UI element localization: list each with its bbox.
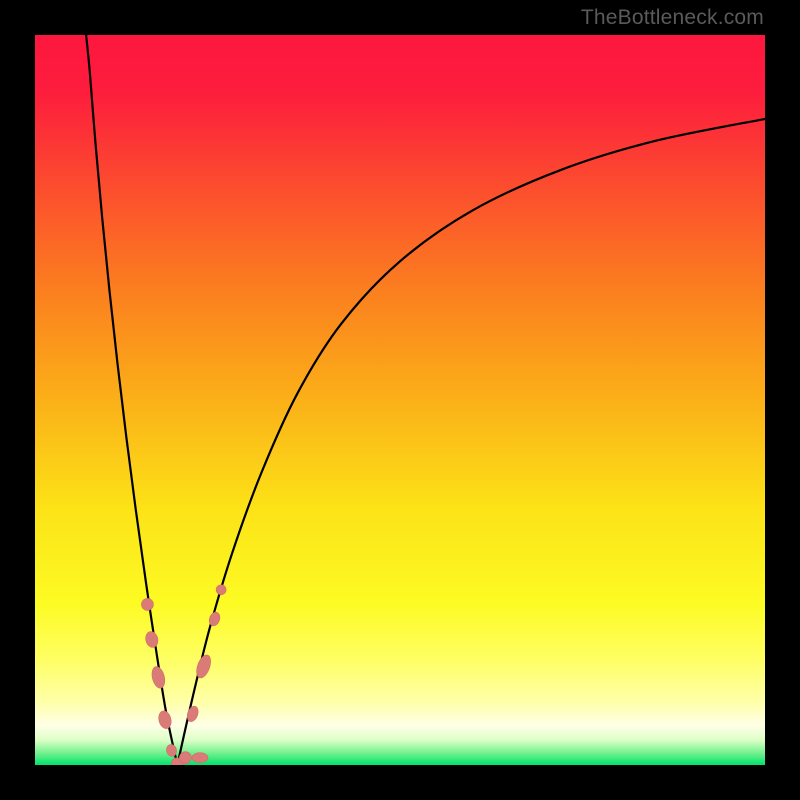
data-marker: [192, 753, 208, 763]
watermark-text: TheBottleneck.com: [581, 6, 764, 30]
plot-background: [35, 35, 765, 765]
data-marker: [141, 598, 153, 610]
chart-svg: [0, 0, 800, 800]
chart-frame: TheBottleneck.com: [0, 0, 800, 800]
data-marker: [216, 585, 226, 595]
